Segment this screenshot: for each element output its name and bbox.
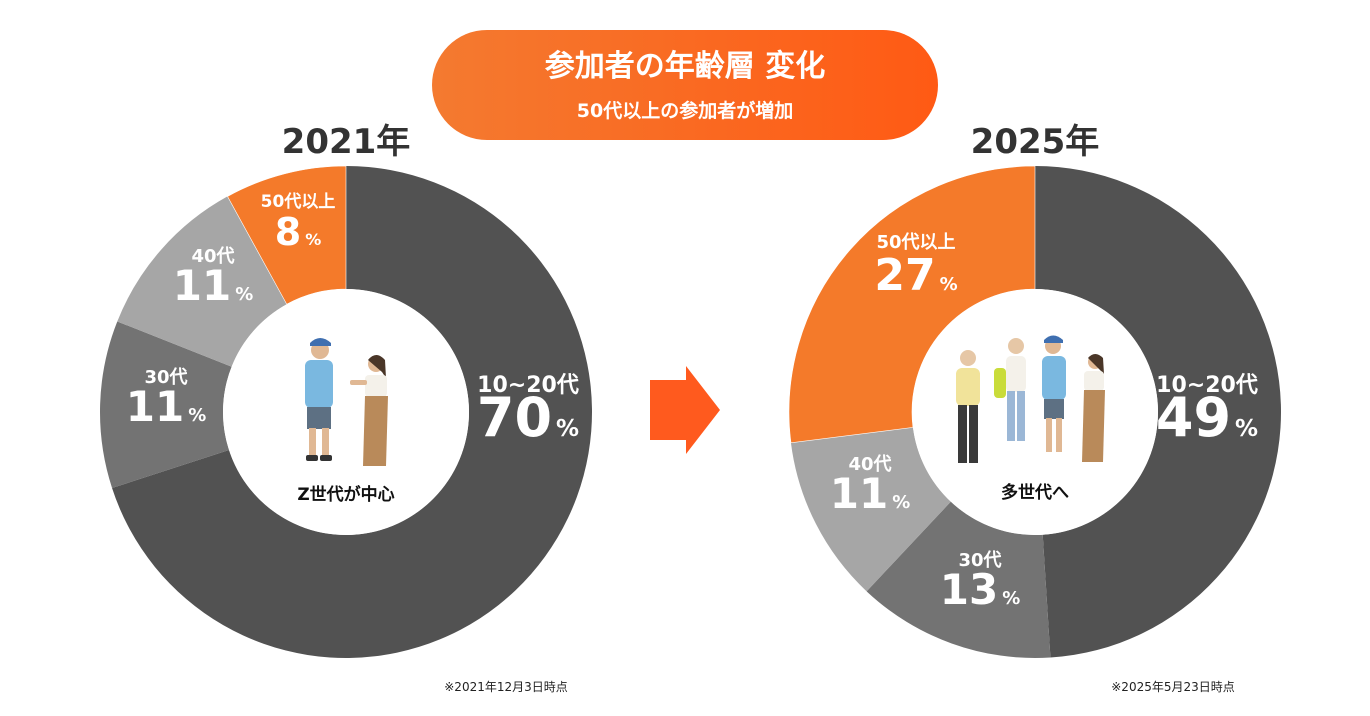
slice-30代 bbox=[99, 321, 232, 489]
slice-30代 bbox=[866, 501, 1051, 659]
note-2021: ※2021年12月3日時点 bbox=[444, 680, 568, 694]
slice-40代 bbox=[117, 196, 287, 367]
slice-10~20代 bbox=[112, 166, 592, 659]
donut-chart-2025: 2025年 bbox=[788, 122, 1281, 694]
slice-category-label: 50代以上 bbox=[876, 232, 955, 253]
slice-category-label: 40代 bbox=[848, 454, 891, 475]
slice-percent-label: 11% bbox=[830, 469, 911, 518]
donut-hole-2025 bbox=[912, 289, 1158, 535]
chart-title-2025: 2025年 bbox=[971, 122, 1100, 162]
slice-category-label: 10~20代 bbox=[477, 373, 579, 398]
person-woman-bag-icon bbox=[994, 338, 1026, 441]
donut-hole-2021 bbox=[223, 289, 469, 535]
center-label-2025: 多世代へ bbox=[1001, 482, 1069, 503]
person-man-icon bbox=[305, 338, 333, 461]
slice-10~20代 bbox=[1035, 166, 1281, 658]
people-illustration-2025 bbox=[956, 335, 1105, 463]
header-title: 参加者の年齢層 変化 bbox=[545, 49, 825, 84]
person-woman-icon bbox=[1082, 354, 1105, 462]
center-label-2021: Z世代が中心 bbox=[297, 484, 394, 505]
person-elder-icon bbox=[956, 350, 980, 463]
slices-2021 bbox=[99, 165, 592, 659]
slice-category-label: 30代 bbox=[958, 550, 1001, 571]
people-illustration-2021 bbox=[305, 338, 388, 466]
slice-percent-label: 70% bbox=[477, 386, 579, 449]
header-pill bbox=[432, 30, 938, 140]
slice-category-label: 50代以上 bbox=[261, 191, 336, 212]
donut-chart-2021: 2021年 Z世代が中心 bbox=[99, 122, 592, 694]
header-banner: 参加者の年齢層 変化 50代以上の参加者が増加 bbox=[432, 30, 938, 140]
person-woman-icon bbox=[350, 355, 388, 466]
slice-percent-label: 49% bbox=[1156, 386, 1258, 449]
slice-category-label: 10~20代 bbox=[1156, 373, 1258, 398]
slice-category-label: 40代 bbox=[191, 246, 234, 267]
slices-2025 bbox=[788, 165, 1281, 659]
slice-percent-label: 8% bbox=[275, 210, 321, 254]
slice-percent-label: 13% bbox=[940, 565, 1021, 614]
person-man-icon bbox=[1042, 335, 1066, 452]
slice-40代 bbox=[790, 427, 951, 592]
slice-percent-label: 11% bbox=[126, 382, 207, 431]
slice-category-label: 30代 bbox=[144, 367, 187, 388]
arrow-right-icon bbox=[650, 366, 720, 454]
slice-percent-label: 11% bbox=[173, 261, 254, 310]
chart-title-2021: 2021年 bbox=[282, 122, 411, 162]
note-2025: ※2025年5月23日時点 bbox=[1111, 680, 1235, 694]
header-subtitle: 50代以上の参加者が増加 bbox=[577, 99, 793, 122]
slice-percent-label: 27% bbox=[874, 250, 957, 301]
